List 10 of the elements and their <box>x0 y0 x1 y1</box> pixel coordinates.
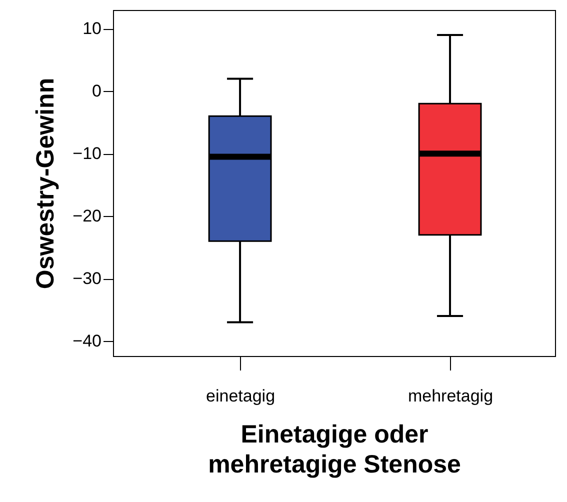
y-tick-label: −30 <box>72 269 102 288</box>
y-tick-label: 0 <box>92 82 102 101</box>
y-tick-label: 10 <box>82 19 102 38</box>
x-tick-label: mehretagig <box>408 386 494 406</box>
x-tick-label: einetagig <box>206 386 276 406</box>
y-tick-label: −20 <box>72 206 102 226</box>
y-tick-label: −40 <box>72 332 102 351</box>
x-axis-title: Einetagige oder mehretagige Stenose <box>208 420 462 478</box>
y-axis-title: Oswestry-Gewinn <box>32 78 60 290</box>
y-tick-label: −10 <box>72 144 102 164</box>
